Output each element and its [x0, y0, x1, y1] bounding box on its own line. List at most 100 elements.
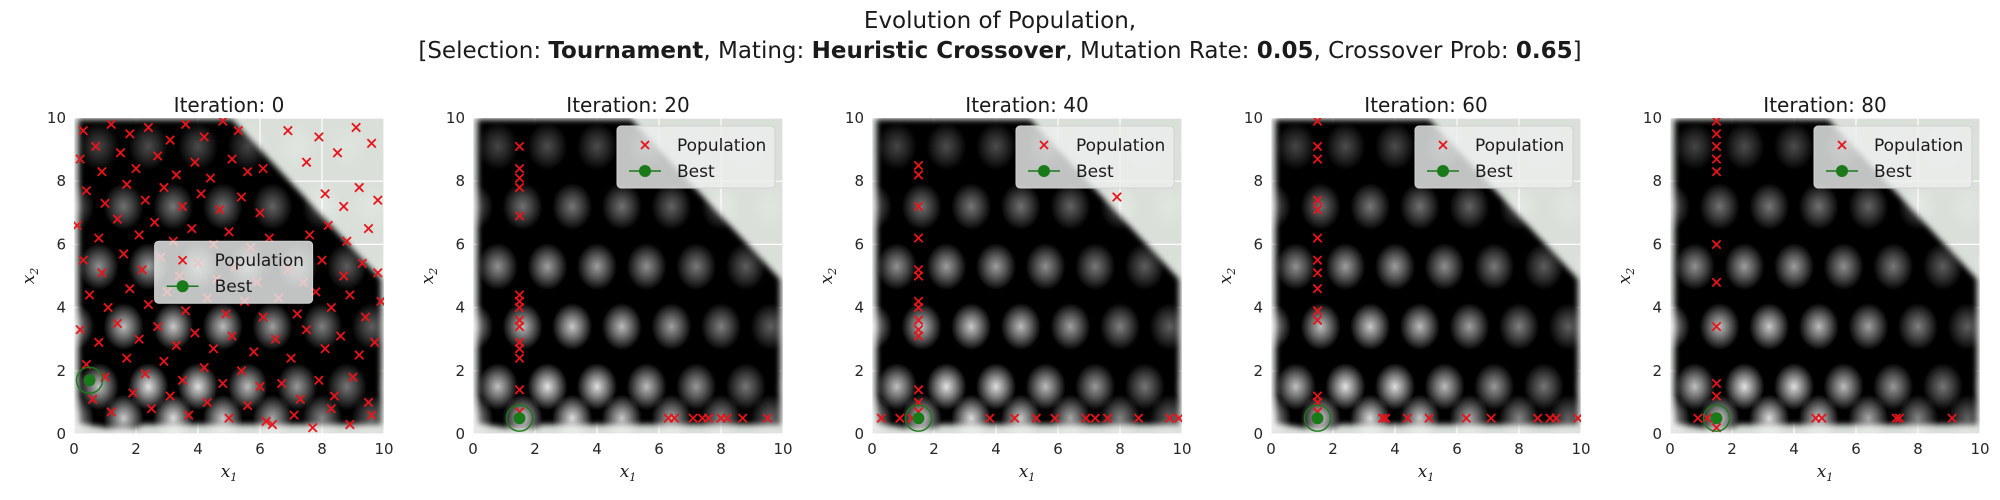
- x-tick-label: 0: [1665, 440, 1675, 458]
- objective-peak: [1350, 394, 1391, 434]
- objective-peak: [1124, 362, 1165, 411]
- suptitle-part: , Mating:: [703, 38, 812, 64]
- x-tick-label: 2: [1328, 440, 1338, 458]
- y-tick-label: 10: [845, 109, 864, 127]
- population-point: [283, 125, 293, 136]
- objective-peak: [876, 362, 917, 411]
- y-tick-label: 6: [1253, 235, 1263, 253]
- objective-peak: [376, 127, 384, 166]
- objective-peak: [1399, 302, 1440, 351]
- objective-peak: [1474, 362, 1515, 411]
- population-point: [186, 223, 197, 234]
- y-tick-label: 0: [854, 425, 864, 443]
- population-point: [121, 353, 132, 363]
- population-point: [372, 268, 383, 278]
- objective-peak: [951, 182, 992, 231]
- population-point: [354, 350, 365, 360]
- population-point: [913, 170, 924, 180]
- population-point: [258, 312, 268, 322]
- objective-peak: [775, 367, 783, 406]
- population-point: [1112, 192, 1122, 202]
- legend-box: [616, 125, 776, 189]
- objective-peak: [1523, 362, 1564, 411]
- population-point: [1312, 268, 1323, 278]
- legend: Population Best: [1015, 125, 1175, 189]
- objective-peak: [876, 122, 917, 171]
- objective-peak: [301, 302, 343, 351]
- objective-peak: [1724, 122, 1765, 171]
- objective-peak: [477, 362, 518, 411]
- x-tick-label: 10: [773, 440, 792, 458]
- y-tick-label: 10: [446, 109, 465, 127]
- objective-peak: [775, 127, 783, 166]
- objective-peak: [202, 394, 243, 434]
- population-point: [335, 331, 346, 341]
- objective-peak: [1749, 302, 1790, 351]
- population-point: [1380, 413, 1391, 424]
- objective-peak: [975, 242, 1017, 291]
- population-point: [1711, 118, 1722, 126]
- objective-peak: [1674, 122, 1715, 171]
- objective-peak: [351, 182, 384, 231]
- objective-peak: [1099, 394, 1141, 434]
- objective-peak: [1724, 242, 1765, 291]
- objective-peak: [1972, 247, 1980, 286]
- suptitle-line-2: [Selection: Tournament, Mating: Heuristi…: [0, 36, 2000, 66]
- objective-peak: [1174, 127, 1182, 166]
- population-point: [124, 283, 135, 294]
- population-point: [146, 403, 157, 414]
- objective-peak: [951, 394, 992, 434]
- objective-peak: [1124, 242, 1165, 291]
- x-axis-label-sub: 1: [629, 471, 636, 484]
- objective-peak: [153, 302, 194, 351]
- objective-peak: [1773, 122, 1815, 171]
- population-point: [314, 132, 324, 142]
- y-axis-label-sub: 2: [28, 268, 41, 276]
- population-point: [913, 384, 924, 395]
- objective-peak: [700, 302, 742, 351]
- markers: [876, 160, 1182, 432]
- population-point: [295, 394, 306, 405]
- objective-peak: [1275, 122, 1316, 171]
- population-point: [514, 384, 525, 395]
- population-point: [143, 122, 154, 133]
- objective-peak: [326, 122, 367, 171]
- population-point: [286, 353, 296, 363]
- legend: Population Best: [616, 125, 776, 189]
- suptitle-part: , Mutation Rate:: [1065, 38, 1257, 64]
- legend-box: [1015, 125, 1175, 189]
- population-point: [267, 419, 278, 430]
- y-tick-label: 6: [854, 235, 864, 253]
- x-axis-label-main: x: [1418, 462, 1428, 482]
- y-axis-label: x2: [817, 268, 839, 285]
- x-axis-label-sub: 1: [1427, 471, 1434, 484]
- y-axis-label-main: x: [817, 274, 837, 284]
- objective-peak: [1498, 182, 1540, 231]
- objective-peak: [552, 394, 593, 434]
- objective-peak: [252, 302, 293, 351]
- population-point: [354, 182, 365, 193]
- population-point: [258, 163, 268, 174]
- best-ring: [75, 366, 104, 394]
- objective-peak: [876, 242, 917, 291]
- x-axis-label-main: x: [620, 462, 630, 482]
- y-axis-label-main: x: [418, 274, 438, 284]
- objective-peak: [202, 302, 243, 351]
- objective-peak: [1350, 302, 1391, 351]
- population-point: [345, 290, 355, 300]
- population-point: [152, 321, 163, 332]
- population-point: [1573, 413, 1581, 424]
- objective-peak: [473, 182, 494, 231]
- x-tick-label: 2: [1727, 440, 1737, 458]
- x-axis-label-main: x: [1019, 462, 1029, 482]
- legend-population-marker: [640, 140, 650, 150]
- y-tick-label: 2: [56, 362, 66, 380]
- population-point: [1102, 413, 1113, 424]
- population-point: [338, 271, 349, 281]
- population-point: [369, 337, 380, 348]
- population-point: [227, 331, 237, 341]
- legend: Population Best: [1414, 125, 1574, 189]
- objective-peak: [1498, 302, 1540, 351]
- best-ring: [505, 404, 534, 432]
- population-point: [307, 422, 318, 433]
